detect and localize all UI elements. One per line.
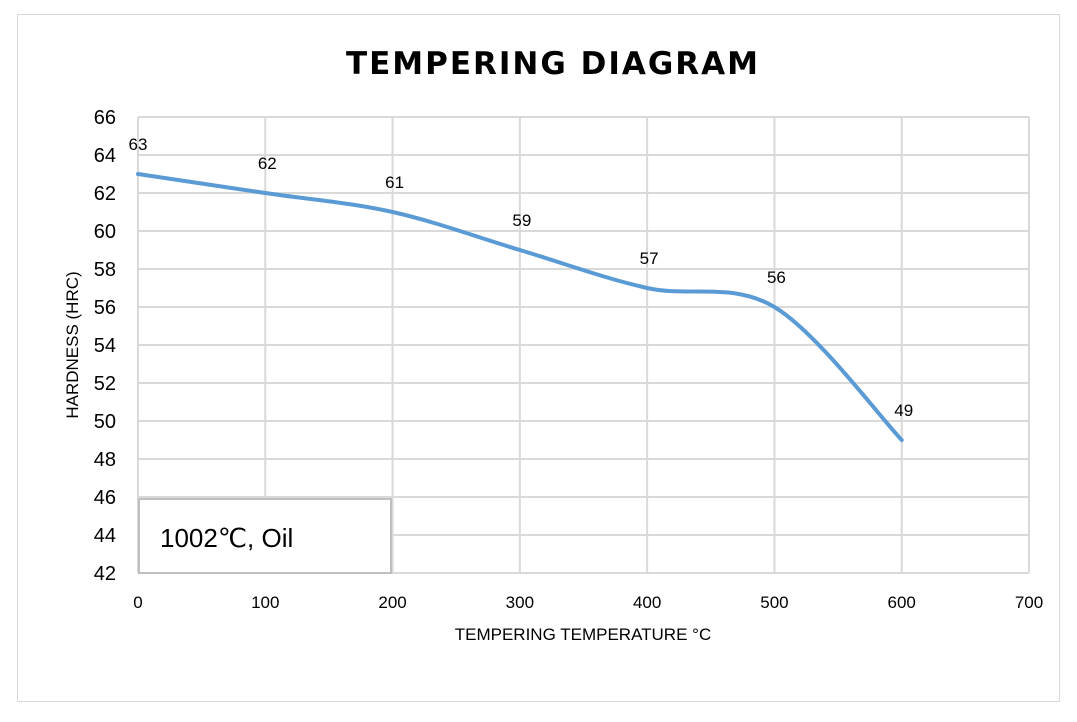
y-tick-label: 64	[94, 145, 116, 167]
data-label: 57	[640, 249, 659, 268]
annotation-box	[138, 498, 392, 574]
x-tick-label: 500	[760, 593, 788, 612]
y-tick-label: 56	[94, 297, 116, 319]
data-label: 62	[258, 154, 277, 173]
data-label: 56	[767, 268, 786, 287]
x-tick-label: 600	[888, 593, 916, 612]
x-tick-label: 400	[633, 593, 661, 612]
y-tick-label: 66	[94, 107, 116, 129]
x-tick-label: 100	[251, 593, 279, 612]
y-tick-label: 54	[94, 335, 116, 357]
x-tick-label: 700	[1015, 593, 1043, 612]
data-label: 49	[894, 401, 913, 420]
data-label: 59	[512, 211, 531, 230]
y-tick-label: 44	[94, 525, 116, 547]
y-tick-label: 60	[94, 221, 116, 243]
series-line-hardness	[136, 172, 904, 442]
x-axis-label: TEMPERING TEMPERATURE °C	[455, 625, 711, 644]
y-tick-label: 42	[94, 563, 116, 585]
y-tick-label: 58	[94, 259, 116, 281]
y-axis-label: HARDNESS (HRC)	[63, 271, 82, 418]
chart-frame	[17, 14, 1060, 702]
data-label: 63	[129, 135, 148, 154]
y-tick-label: 52	[94, 373, 116, 395]
x-tick-label: 200	[378, 593, 406, 612]
chart-title: TEMPERING DIAGRAM	[346, 46, 760, 82]
x-tick-label: 0	[133, 593, 142, 612]
x-tick-label: 300	[506, 593, 534, 612]
data-label: 61	[385, 173, 404, 192]
y-tick-label: 48	[94, 449, 116, 471]
annotation-text: 1002℃, Oil	[160, 523, 293, 553]
y-tick-label: 50	[94, 411, 116, 433]
y-tick-label: 62	[94, 183, 116, 205]
y-tick-label: 46	[94, 487, 116, 509]
